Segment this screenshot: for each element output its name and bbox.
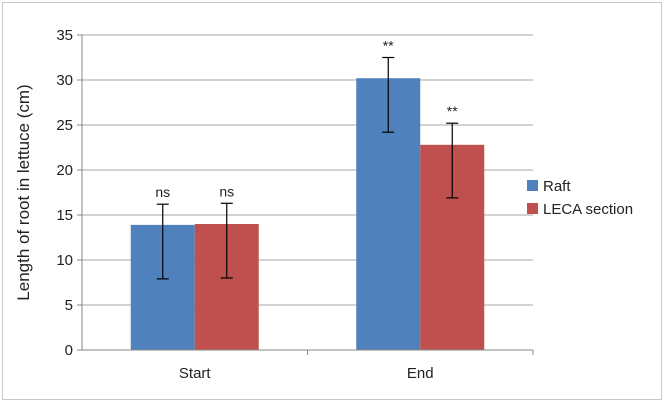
- significance-label: ns: [155, 184, 170, 200]
- significance-label: **: [383, 38, 394, 54]
- significance-label: ns: [219, 183, 234, 199]
- y-tick-label: 25: [56, 117, 73, 134]
- legend: Raft LECA section: [527, 178, 633, 218]
- y-tick-label: 30: [56, 72, 73, 89]
- bar-chart: 0 5 10 15 20 25 30 35 Start ns ns End ** ** Length of…: [14, 27, 633, 382]
- y-axis-title: Length of root in lettuce (cm): [14, 84, 33, 300]
- legend-label: LECA section: [543, 201, 633, 218]
- y-tick-label: 15: [56, 207, 73, 224]
- significance-label: **: [447, 103, 458, 119]
- chart-frame: 0 5 10 15 20 25 30 35 Start ns ns End ** ** Length of…: [2, 2, 662, 400]
- axes: [81, 35, 533, 351]
- y-tick-label: 0: [65, 342, 73, 359]
- y-tick-label: 35: [56, 27, 73, 44]
- y-tick-label: 5: [65, 297, 73, 314]
- y-tick-label: 20: [56, 162, 73, 179]
- x-tick-label: End: [407, 365, 434, 382]
- y-tick-label: 10: [56, 252, 73, 269]
- labels: 0 5 10 15 20 25 30 35 Start ns ns End ** **: [56, 27, 458, 382]
- legend-swatch: [527, 180, 538, 191]
- legend-swatch: [527, 203, 538, 214]
- x-tick-label: Start: [179, 365, 212, 382]
- legend-label: Raft: [543, 178, 571, 195]
- error-bars: [156, 56, 459, 280]
- bars: [130, 78, 485, 350]
